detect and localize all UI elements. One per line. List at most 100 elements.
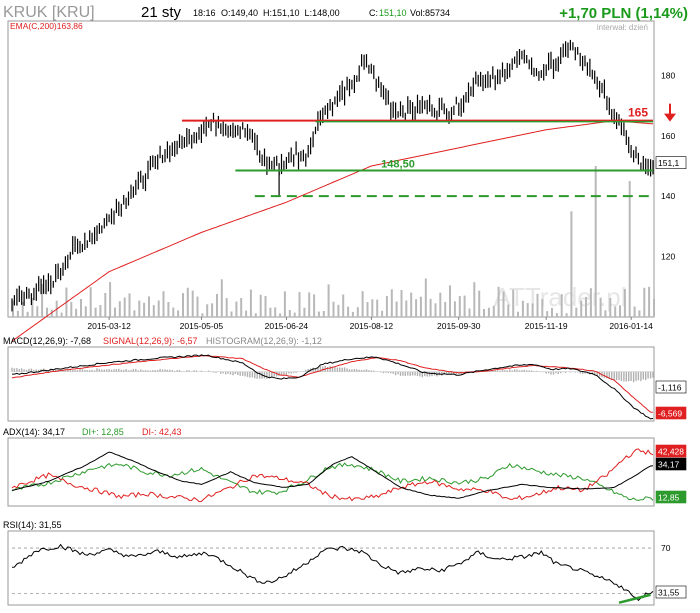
- volume-bar: [196, 296, 199, 317]
- x-tick-label: 2015-08-12: [350, 321, 394, 331]
- volume-bar: [439, 292, 442, 317]
- di-minus-label: DI-: 42,43: [142, 427, 182, 437]
- volume-bar: [585, 296, 587, 317]
- volume-bar: [410, 292, 413, 317]
- volume-bar: [89, 287, 92, 317]
- volume-bar: [211, 303, 214, 317]
- volume-bar: [565, 313, 568, 317]
- volume-bar: [21, 301, 24, 317]
- volume-bar: [555, 313, 558, 317]
- volume-bar: [249, 289, 252, 317]
- volume-bar: [458, 296, 461, 317]
- volume-bar: [512, 289, 515, 317]
- di-minus-line: [11, 448, 654, 503]
- volume-bar: [313, 294, 316, 317]
- volume-bar: [298, 292, 301, 317]
- volume-bar: [570, 211, 573, 317]
- x-tick-label: 2015-05-05: [180, 321, 224, 331]
- volume-bar: [531, 303, 534, 317]
- volume-bar: [551, 307, 553, 317]
- volume-bar: [201, 313, 204, 317]
- last-price-badge-box: [655, 156, 687, 169]
- volume-bar: [434, 303, 437, 317]
- quote-close-value: 151,10: [379, 8, 407, 18]
- x-tick-label: 2015-09-30: [437, 321, 481, 331]
- volume-bar: [347, 306, 350, 317]
- volume-bar: [366, 302, 369, 317]
- di-plus-line: [11, 462, 654, 502]
- di-plus-label: DI+: 12,85: [82, 427, 124, 437]
- last-price-badge: 151,1: [658, 158, 680, 168]
- volume-bar: [225, 298, 228, 317]
- volume-bar: [26, 311, 29, 317]
- volume-bar: [453, 301, 456, 317]
- volume-bar: [327, 284, 330, 317]
- rsi-badge: 31,55: [658, 588, 680, 598]
- volume-bar: [444, 301, 447, 317]
- volume-bar: [609, 298, 612, 317]
- volume-bar: [492, 305, 495, 317]
- volume-bar: [361, 291, 364, 317]
- volume-bar: [245, 310, 248, 317]
- ema-200-line: [11, 120, 653, 342]
- volume-bar: [497, 286, 500, 317]
- adx-panel-frame: [7, 437, 655, 507]
- volume-bar: [614, 306, 617, 317]
- volume-bar: [274, 307, 277, 317]
- volume-bar: [502, 291, 505, 317]
- volume-bar: [41, 284, 44, 317]
- watermark: ATTrader.pl: [494, 282, 627, 312]
- volume-bar: [143, 302, 146, 317]
- volume-bar: [259, 294, 262, 317]
- volume-bar: [99, 305, 102, 317]
- interval-label: interwał: dzień: [597, 23, 648, 32]
- volume-bar: [123, 297, 126, 317]
- volume-bars: [12, 166, 655, 317]
- volume-bar: [342, 294, 345, 317]
- macd-panel-frame: [7, 346, 655, 422]
- volume-bar: [356, 307, 359, 317]
- volume-bar: [60, 312, 63, 317]
- volume-bar: [240, 298, 243, 317]
- volume-bar: [619, 305, 621, 317]
- support-resistance-lines: 165 148,50: [181, 103, 676, 198]
- volume-bar: [483, 309, 485, 317]
- volume-bar: [70, 301, 73, 317]
- volume-bar: [288, 310, 291, 317]
- adx-label: ADX(14): 34,17: [3, 427, 65, 437]
- volume-bar: [468, 308, 471, 317]
- volume-bar: [16, 310, 19, 317]
- volume-bar: [405, 300, 408, 317]
- volume-bar: [138, 300, 141, 317]
- volume-bar: [628, 181, 631, 317]
- price-panel-frame: [7, 20, 655, 318]
- volume-bar: [376, 299, 379, 317]
- macd-signal-badge: -6,569: [658, 409, 682, 419]
- volume-bar: [371, 299, 374, 317]
- di-plus-badge: 12,85: [658, 493, 680, 503]
- volume-bar: [303, 307, 306, 317]
- di-minus-badge-box: [655, 444, 687, 458]
- volume-bar: [381, 310, 384, 317]
- volume-bar: [589, 288, 592, 317]
- volume-bar: [536, 293, 539, 317]
- volume-bar: [12, 300, 14, 317]
- volume-bar: [279, 313, 282, 317]
- support-label: 148,50: [381, 159, 415, 171]
- volume-bar: [643, 287, 646, 317]
- volume-bar: [152, 305, 155, 317]
- adx-line: [11, 451, 654, 499]
- volume-bar: [293, 312, 296, 317]
- volume-bar: [337, 304, 340, 317]
- volume-bar: [264, 296, 267, 317]
- price-y-tick-label: 120: [661, 252, 675, 262]
- volume-bar: [216, 293, 218, 317]
- volume-bar: [308, 292, 311, 317]
- volume-bar: [560, 294, 563, 317]
- adx-badge: 34,17: [658, 460, 680, 470]
- volume-bar: [517, 311, 519, 317]
- quote-time: 18:16: [193, 8, 216, 18]
- volume-bar: [400, 289, 403, 317]
- volume-bar: [322, 311, 325, 317]
- down-arrow-icon: [664, 113, 676, 122]
